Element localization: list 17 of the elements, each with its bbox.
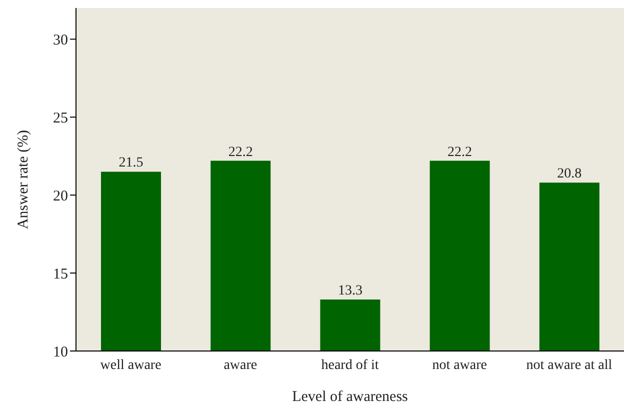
data-label: 22.2: [228, 144, 253, 160]
y-tick-label: 20: [53, 188, 68, 204]
data-label: 13.3: [338, 284, 362, 299]
x-tick-label: not aware: [432, 358, 488, 373]
x-tick-label: well aware: [100, 358, 162, 373]
data-label: 20.8: [557, 166, 582, 182]
x-tick-label: not aware at all: [526, 358, 612, 373]
data-label: 21.5: [118, 156, 144, 171]
y-tick-label: 25: [53, 110, 68, 126]
y-axis-title: Answer rate (%): [15, 130, 32, 230]
y-tick-label: 30: [53, 32, 68, 49]
x-axis-title: Level of awareness: [292, 389, 408, 405]
x-tick-label: heard of it: [321, 358, 379, 373]
y-tick-label: 15: [53, 266, 68, 282]
y-tick-label: 10: [53, 344, 68, 360]
x-tick-label: aware: [224, 358, 258, 373]
data-label: 22.2: [448, 144, 472, 160]
